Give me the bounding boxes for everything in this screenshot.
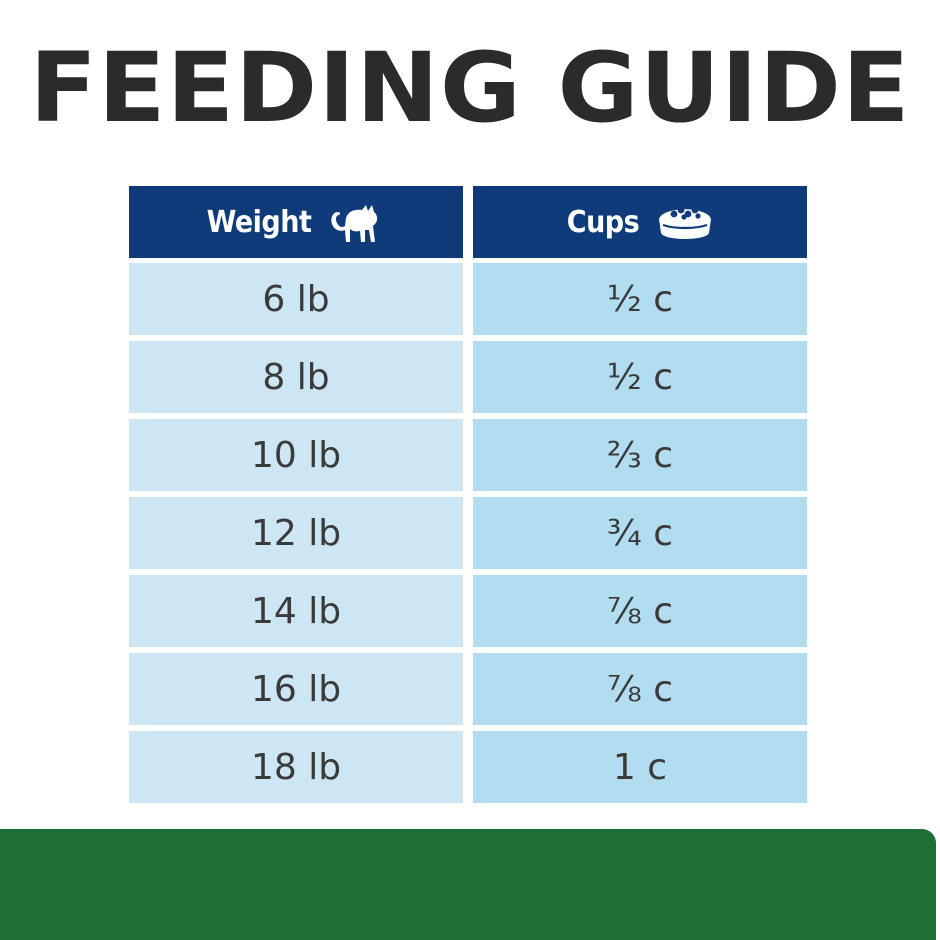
weight-cell: 14 lb	[129, 575, 463, 647]
table-row: 18 lb 1 c	[129, 731, 807, 803]
cups-header-label: Cups	[566, 204, 640, 240]
cups-cell: 1 c	[473, 731, 807, 803]
weight-header-label: Weight	[206, 204, 312, 240]
cat-icon	[329, 200, 385, 244]
weight-cell: 8 lb	[129, 341, 463, 413]
food-bowl-icon	[657, 202, 713, 242]
cups-cell: ⅞ c	[473, 575, 807, 647]
table-row: 12 lb ¾ c	[129, 497, 807, 569]
table-row: 14 lb ⅞ c	[129, 575, 807, 647]
footer-green-bar	[0, 829, 936, 940]
weight-column-header: Weight	[129, 186, 463, 258]
cups-column-header: Cups	[473, 186, 807, 258]
cups-cell: ¾ c	[473, 497, 807, 569]
cups-cell: ½ c	[473, 263, 807, 335]
weight-cell: 18 lb	[129, 731, 463, 803]
cups-cell: ⅞ c	[473, 653, 807, 725]
weight-cell: 12 lb	[129, 497, 463, 569]
cups-cell: ½ c	[473, 341, 807, 413]
cups-cell: ⅔ c	[473, 419, 807, 491]
table-header-row: Weight Cups	[129, 186, 807, 258]
table-row: 10 lb ⅔ c	[129, 419, 807, 491]
feeding-table: Weight Cups	[129, 186, 807, 809]
table-row: 6 lb ½ c	[129, 263, 807, 335]
weight-cell: 6 lb	[129, 263, 463, 335]
table-row: 16 lb ⅞ c	[129, 653, 807, 725]
page-title: FEEDING GUIDE	[29, 32, 911, 144]
weight-cell: 16 lb	[129, 653, 463, 725]
table-row: 8 lb ½ c	[129, 341, 807, 413]
weight-cell: 10 lb	[129, 419, 463, 491]
